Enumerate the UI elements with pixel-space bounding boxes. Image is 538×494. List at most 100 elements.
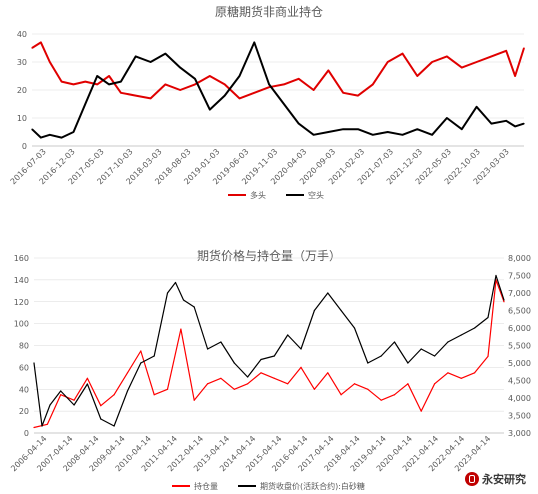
data-point — [503, 301, 505, 303]
data-point — [401, 53, 404, 55]
data-point — [372, 134, 374, 136]
data-point — [194, 83, 196, 85]
data-point — [461, 67, 463, 69]
data-point — [416, 75, 418, 77]
data-point — [180, 328, 182, 330]
data-point — [401, 134, 404, 136]
data-point — [224, 95, 226, 97]
data-point — [193, 306, 195, 308]
data-point — [73, 399, 75, 401]
data-point — [447, 372, 449, 374]
data-point — [490, 55, 492, 58]
data-point — [61, 81, 63, 83]
data-point — [96, 83, 98, 85]
data-point — [353, 383, 356, 385]
y-right-tick-label: 7,000 — [508, 289, 531, 298]
data-point — [420, 410, 422, 412]
data-point — [179, 89, 181, 91]
data-point — [367, 362, 369, 364]
data-point — [233, 388, 235, 390]
data-point — [193, 399, 195, 401]
data-point — [164, 53, 166, 55]
data-point — [505, 120, 507, 122]
legend-label-1: 期货收盘价(活跃合约):白砂糖 — [260, 481, 365, 491]
y-right-tick-label: 4,500 — [508, 377, 531, 386]
watermark-text: 永安研究 — [482, 473, 526, 486]
data-point — [416, 128, 418, 130]
y-tick-label: 120 — [14, 298, 29, 307]
data-point — [273, 377, 275, 379]
data-point — [72, 83, 75, 85]
data-point — [260, 358, 262, 361]
data-point — [233, 362, 235, 364]
data-point — [135, 55, 137, 58]
data-point — [33, 426, 35, 429]
data-point — [327, 69, 329, 71]
data-point — [407, 362, 409, 364]
data-point — [298, 123, 300, 125]
chart-panel-price-open-interest: 期货价格与持仓量（万手） 0 20 40 60 80 100 120 140 160 3,000 3,… — [0, 240, 538, 494]
data-point — [120, 92, 122, 94]
data-point — [446, 117, 448, 119]
data-point — [33, 362, 35, 364]
data-point — [461, 128, 463, 130]
data-point — [353, 327, 356, 329]
data-point — [372, 83, 374, 85]
data-point — [407, 383, 409, 385]
data-point — [447, 341, 449, 343]
data-point — [153, 355, 155, 357]
data-point — [209, 75, 211, 77]
data-point — [238, 75, 241, 77]
data-point — [253, 92, 255, 94]
data-point — [149, 61, 152, 63]
data-point — [86, 383, 89, 385]
data-point — [393, 394, 396, 396]
data-point — [357, 128, 359, 130]
data-point — [247, 376, 249, 378]
data-point — [327, 372, 329, 374]
data-point — [474, 327, 476, 329]
data-point — [490, 123, 492, 125]
series-line-1 — [33, 274, 505, 427]
data-point — [460, 334, 462, 336]
data-point — [31, 47, 33, 49]
y-tick-label: 30 — [17, 58, 27, 67]
data-point — [505, 50, 507, 52]
data-point — [126, 390, 129, 392]
data-point — [313, 309, 315, 312]
data-point — [300, 366, 302, 368]
y-tick-label: 140 — [14, 276, 29, 285]
data-point — [46, 423, 48, 425]
data-point — [166, 388, 169, 390]
data-point — [268, 83, 270, 85]
data-point — [140, 350, 142, 352]
data-point — [312, 134, 315, 136]
data-point — [113, 394, 115, 396]
data-point — [523, 47, 525, 49]
data-point — [287, 383, 289, 385]
data-point — [523, 123, 525, 125]
y-tick-label: 10 — [17, 114, 27, 123]
data-point — [431, 61, 433, 63]
data-point — [209, 109, 211, 111]
data-point — [220, 377, 222, 379]
data-point — [260, 372, 262, 374]
legend-label-0: 多头 — [250, 190, 266, 200]
y-right-tick-label: 7,500 — [508, 272, 531, 281]
watermark: 永安研究 — [461, 470, 530, 488]
data-point — [220, 341, 222, 343]
y-tick-label: 20 — [17, 86, 27, 95]
data-point — [100, 418, 102, 420]
data-point — [287, 334, 289, 336]
y-tick-label: 0 — [24, 429, 29, 438]
y-right-tick-label: 6,500 — [508, 307, 531, 316]
y-right-tick-label: 4,000 — [508, 394, 531, 403]
data-point — [73, 404, 75, 406]
data-point — [300, 348, 302, 350]
data-point — [194, 78, 196, 80]
data-point — [283, 103, 285, 105]
data-point — [273, 355, 275, 357]
data-point — [49, 61, 51, 63]
data-point — [431, 134, 433, 136]
data-point — [61, 137, 63, 139]
